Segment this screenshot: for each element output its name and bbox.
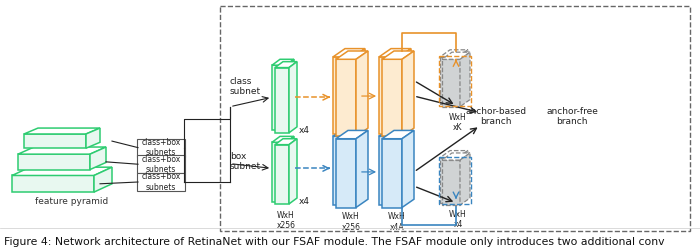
Polygon shape — [402, 130, 414, 207]
FancyBboxPatch shape — [137, 139, 185, 157]
Polygon shape — [275, 62, 297, 67]
Polygon shape — [442, 52, 470, 59]
Polygon shape — [336, 51, 368, 59]
Text: class+box
subnets: class+box subnets — [141, 138, 181, 157]
Polygon shape — [440, 57, 458, 104]
Text: class+box
subnets: class+box subnets — [141, 155, 181, 174]
Polygon shape — [382, 59, 402, 136]
Polygon shape — [382, 51, 414, 59]
Polygon shape — [90, 147, 106, 170]
Polygon shape — [399, 49, 411, 134]
FancyBboxPatch shape — [137, 173, 185, 191]
Polygon shape — [440, 158, 458, 203]
Polygon shape — [94, 167, 112, 192]
Polygon shape — [275, 139, 297, 145]
Polygon shape — [458, 50, 468, 104]
Polygon shape — [382, 130, 414, 139]
Text: box
subnet: box subnet — [230, 152, 261, 171]
Polygon shape — [379, 57, 399, 134]
Text: x4: x4 — [298, 197, 309, 206]
Polygon shape — [353, 128, 365, 205]
Polygon shape — [442, 59, 460, 107]
Polygon shape — [272, 136, 294, 142]
Polygon shape — [442, 160, 460, 205]
Text: WxH
x256: WxH x256 — [276, 142, 295, 162]
Text: anchor-based
branch: anchor-based branch — [466, 107, 526, 126]
Text: WxH
x256: WxH x256 — [276, 211, 295, 231]
Polygon shape — [336, 130, 368, 139]
Polygon shape — [333, 57, 353, 134]
Polygon shape — [333, 49, 365, 57]
Polygon shape — [272, 59, 294, 65]
Polygon shape — [289, 139, 297, 204]
Polygon shape — [440, 151, 468, 158]
Text: class+box
subnets: class+box subnets — [141, 172, 181, 192]
Polygon shape — [382, 139, 402, 207]
Polygon shape — [272, 65, 286, 130]
Polygon shape — [275, 67, 289, 133]
Polygon shape — [333, 128, 365, 136]
Text: WxH
x4A: WxH x4A — [388, 212, 406, 232]
Polygon shape — [460, 153, 470, 205]
Polygon shape — [272, 142, 286, 202]
Polygon shape — [18, 147, 106, 154]
Polygon shape — [289, 62, 297, 133]
Text: Figure 4: Network architecture of RetinaNet with our FSAF module. The FSAF modul: Figure 4: Network architecture of Retina… — [4, 237, 664, 249]
Text: WxH
x4: WxH x4 — [449, 210, 467, 229]
Polygon shape — [399, 128, 411, 205]
Polygon shape — [333, 136, 353, 205]
Text: WxH
x256: WxH x256 — [342, 142, 360, 162]
Text: feature pyramid: feature pyramid — [36, 197, 108, 206]
Text: anchor-free
branch: anchor-free branch — [546, 107, 598, 126]
Polygon shape — [275, 145, 289, 204]
Polygon shape — [402, 51, 414, 136]
FancyBboxPatch shape — [137, 155, 185, 173]
Polygon shape — [458, 151, 468, 203]
Polygon shape — [12, 167, 112, 176]
Polygon shape — [379, 128, 411, 136]
Text: WxH
xKA: WxH xKA — [388, 142, 406, 162]
Polygon shape — [336, 139, 356, 207]
Text: WxH
xK: WxH xK — [449, 113, 467, 132]
Polygon shape — [442, 153, 470, 160]
Polygon shape — [379, 49, 411, 57]
Polygon shape — [356, 130, 368, 207]
Text: class
subnet: class subnet — [230, 77, 261, 96]
Polygon shape — [356, 51, 368, 136]
Polygon shape — [86, 128, 100, 148]
Polygon shape — [460, 52, 470, 107]
Text: x4: x4 — [298, 126, 309, 135]
Polygon shape — [24, 134, 86, 148]
Polygon shape — [353, 49, 365, 134]
Polygon shape — [286, 59, 294, 130]
Polygon shape — [286, 136, 294, 202]
Text: WxH
x256: WxH x256 — [342, 212, 360, 232]
Polygon shape — [12, 176, 94, 192]
Polygon shape — [24, 128, 100, 134]
Polygon shape — [336, 59, 356, 136]
Polygon shape — [18, 154, 90, 170]
Polygon shape — [379, 136, 399, 205]
Polygon shape — [440, 50, 468, 57]
